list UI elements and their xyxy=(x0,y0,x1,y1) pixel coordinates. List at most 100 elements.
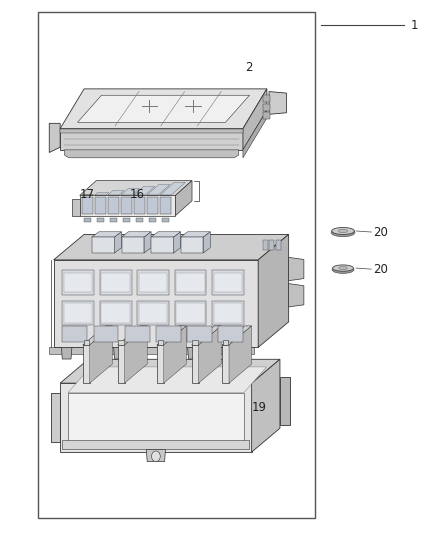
Text: 20: 20 xyxy=(374,225,389,239)
Polygon shape xyxy=(60,128,243,133)
Polygon shape xyxy=(121,237,144,253)
Text: 19: 19 xyxy=(252,400,267,414)
Polygon shape xyxy=(64,150,239,158)
Polygon shape xyxy=(80,181,192,196)
Polygon shape xyxy=(175,270,206,295)
Polygon shape xyxy=(64,303,92,323)
Polygon shape xyxy=(60,383,252,452)
Polygon shape xyxy=(151,237,174,253)
Polygon shape xyxy=(147,184,170,195)
Polygon shape xyxy=(176,181,192,216)
Polygon shape xyxy=(117,326,147,345)
Polygon shape xyxy=(50,393,60,442)
Ellipse shape xyxy=(332,265,353,271)
Polygon shape xyxy=(177,303,205,323)
Polygon shape xyxy=(214,303,242,323)
Polygon shape xyxy=(53,235,289,260)
Polygon shape xyxy=(214,272,242,293)
Polygon shape xyxy=(62,301,94,325)
Polygon shape xyxy=(144,232,151,253)
Polygon shape xyxy=(61,348,72,359)
Polygon shape xyxy=(151,232,181,237)
Polygon shape xyxy=(262,112,270,119)
Polygon shape xyxy=(134,187,155,195)
Ellipse shape xyxy=(332,266,354,273)
Polygon shape xyxy=(134,197,145,214)
Polygon shape xyxy=(102,303,130,323)
Polygon shape xyxy=(289,284,304,307)
Text: 20: 20 xyxy=(374,263,389,276)
Polygon shape xyxy=(123,218,130,222)
Polygon shape xyxy=(100,270,131,295)
Polygon shape xyxy=(110,218,117,222)
Polygon shape xyxy=(125,326,150,342)
Ellipse shape xyxy=(331,229,355,237)
Polygon shape xyxy=(80,196,176,216)
Polygon shape xyxy=(212,270,244,295)
Text: 16: 16 xyxy=(130,189,145,201)
Polygon shape xyxy=(60,359,280,383)
Polygon shape xyxy=(108,190,124,195)
Polygon shape xyxy=(262,104,270,111)
Polygon shape xyxy=(49,123,60,152)
Polygon shape xyxy=(108,197,119,214)
Polygon shape xyxy=(181,237,203,253)
Polygon shape xyxy=(229,326,252,383)
Polygon shape xyxy=(62,326,87,342)
Polygon shape xyxy=(160,182,185,195)
Polygon shape xyxy=(222,326,252,345)
Polygon shape xyxy=(62,440,250,449)
Polygon shape xyxy=(175,301,206,325)
Polygon shape xyxy=(181,232,210,237)
Polygon shape xyxy=(82,197,93,214)
Polygon shape xyxy=(60,89,267,128)
Polygon shape xyxy=(177,272,205,293)
Polygon shape xyxy=(95,192,109,195)
Polygon shape xyxy=(243,110,267,158)
Polygon shape xyxy=(157,345,164,383)
Polygon shape xyxy=(92,237,115,253)
Polygon shape xyxy=(137,270,169,295)
Polygon shape xyxy=(137,301,169,325)
Polygon shape xyxy=(95,197,106,214)
Polygon shape xyxy=(218,326,243,342)
Polygon shape xyxy=(121,189,139,195)
Text: 2: 2 xyxy=(245,61,253,74)
Polygon shape xyxy=(115,232,121,253)
Bar xyxy=(39,12,315,519)
Polygon shape xyxy=(83,345,90,383)
Polygon shape xyxy=(243,89,267,150)
Polygon shape xyxy=(158,340,163,345)
Polygon shape xyxy=(162,218,170,222)
Polygon shape xyxy=(212,301,244,325)
Polygon shape xyxy=(191,345,198,383)
Polygon shape xyxy=(78,95,250,122)
Polygon shape xyxy=(240,348,251,359)
Polygon shape xyxy=(121,197,132,214)
Polygon shape xyxy=(289,257,304,281)
Polygon shape xyxy=(117,345,124,383)
Polygon shape xyxy=(100,301,131,325)
Polygon shape xyxy=(49,348,254,354)
Polygon shape xyxy=(174,232,181,253)
Polygon shape xyxy=(191,326,221,345)
Polygon shape xyxy=(187,348,198,359)
Polygon shape xyxy=(203,232,210,253)
Polygon shape xyxy=(93,326,118,342)
Circle shape xyxy=(152,451,160,462)
Polygon shape xyxy=(60,128,243,150)
Polygon shape xyxy=(156,326,181,342)
Polygon shape xyxy=(262,240,268,251)
Polygon shape xyxy=(84,340,89,345)
Polygon shape xyxy=(276,240,281,251)
Polygon shape xyxy=(198,326,221,383)
Polygon shape xyxy=(149,218,156,222)
Polygon shape xyxy=(147,197,158,214)
Polygon shape xyxy=(72,199,80,216)
Polygon shape xyxy=(97,218,104,222)
Ellipse shape xyxy=(339,266,347,270)
Polygon shape xyxy=(83,326,113,345)
Polygon shape xyxy=(157,326,186,345)
Polygon shape xyxy=(192,340,198,345)
Polygon shape xyxy=(102,272,130,293)
